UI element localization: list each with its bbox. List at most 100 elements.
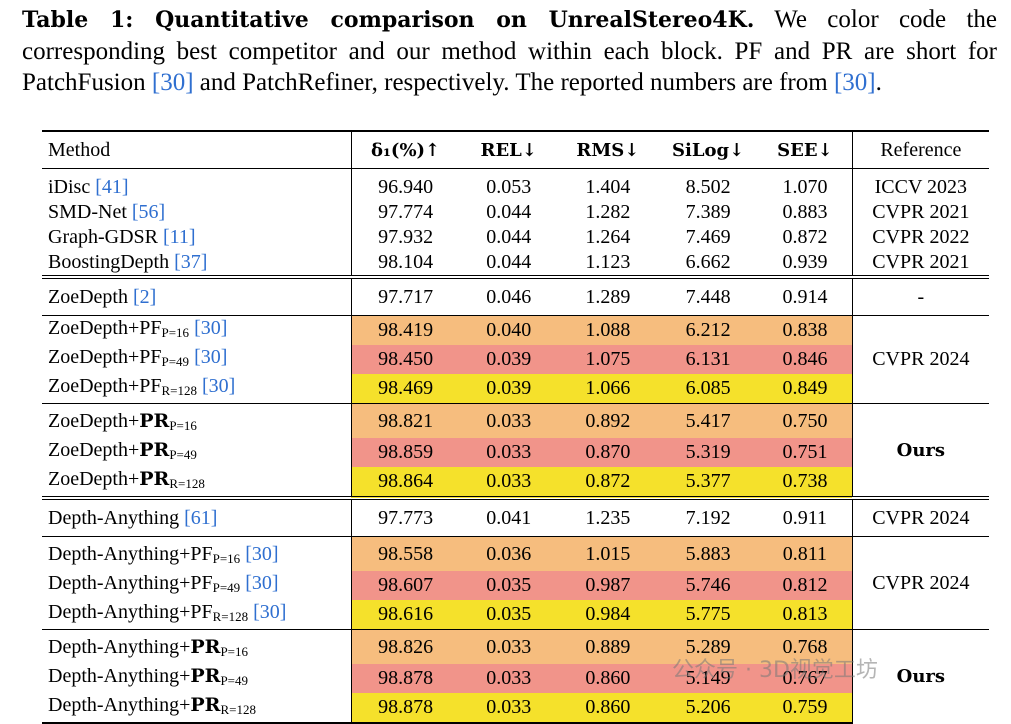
cell-silog: 5.417 bbox=[657, 403, 759, 438]
cell-reference-ours: Ours bbox=[851, 403, 989, 498]
table-row: ZoeDepth+PRP=16 98.821 0.033 0.892 5.417… bbox=[42, 403, 989, 498]
cell-rms: 0.872 bbox=[557, 467, 658, 498]
cell-see: 0.767 bbox=[758, 664, 853, 693]
cell-silog: 7.192 bbox=[657, 496, 759, 537]
citation-link[interactable]: [30] bbox=[253, 601, 287, 623]
cell-see: 0.811 bbox=[758, 536, 853, 571]
cell-rms: 0.889 bbox=[557, 629, 658, 664]
cell-rms: 1.235 bbox=[557, 496, 658, 537]
cell-rel: 0.033 bbox=[459, 664, 558, 693]
citation-link[interactable]: [61] bbox=[184, 506, 218, 529]
cell-reference: - bbox=[851, 275, 989, 316]
watermark: 公众号 · 3D视觉工坊 bbox=[672, 658, 878, 683]
caption-ref-2[interactable]: [30] bbox=[833, 69, 876, 96]
method-name: BoostingDepth bbox=[48, 251, 170, 273]
header-see: SEE↓ bbox=[758, 130, 853, 169]
table-row: Depth-Anything+PFP=16 [30] 98.558 0.036 … bbox=[42, 536, 989, 630]
cell-rel: 0.035 bbox=[459, 571, 558, 600]
caption-text-2: and PatchRefiner, respectively. The repo… bbox=[193, 69, 834, 96]
citation-link[interactable]: [30] bbox=[194, 317, 228, 339]
caption-label: Table 1: Quantitative comparison on Unre… bbox=[22, 7, 755, 33]
variant-sub: P=16 bbox=[169, 418, 197, 433]
variant-sub: R=128 bbox=[169, 476, 205, 491]
cell-rms: 1.123 bbox=[585, 251, 631, 273]
cell-rms: 0.860 bbox=[557, 664, 658, 693]
cell-rel: 0.036 bbox=[459, 536, 558, 571]
cell-rel: 0.041 bbox=[459, 496, 558, 537]
cell-delta: 98.878 bbox=[351, 693, 460, 724]
cell-rms: 0.987 bbox=[557, 571, 658, 600]
variant-sub: P=16 bbox=[212, 551, 241, 566]
method-prefix: ZoeDepth+ bbox=[48, 468, 140, 490]
method-name: ZoeDepth bbox=[48, 285, 128, 308]
cell-rel: 0.033 bbox=[459, 438, 558, 467]
citation-link[interactable]: [30] bbox=[194, 346, 228, 368]
method-name: iDisc bbox=[48, 176, 91, 198]
table-row: ZoeDepth+PRR=128 98.864 0.033 0.872 5.37… bbox=[42, 467, 989, 498]
variant-sub: R=128 bbox=[161, 383, 198, 398]
table-row: Depth-Anything+PRR=128 98.878 0.033 0.86… bbox=[42, 693, 989, 724]
cell-silog: 5.149 bbox=[657, 664, 759, 693]
cell-rel: 0.033 bbox=[459, 403, 558, 438]
cell-silog: 5.746 bbox=[657, 571, 759, 600]
method-bold: PR bbox=[190, 694, 221, 716]
cell-delta: 97.717 bbox=[351, 275, 460, 316]
cell-see: 1.070 bbox=[782, 176, 828, 198]
table-row: ZoeDepth [2] 97.717 0.046 1.289 7.448 0.… bbox=[42, 275, 989, 316]
cell-rms: 1.075 bbox=[557, 345, 658, 374]
header-reference: Reference bbox=[851, 130, 989, 169]
variant-sub: P=16 bbox=[220, 644, 249, 659]
cell-see: 0.872 bbox=[782, 226, 828, 248]
cell-delta: 97.932 bbox=[378, 226, 434, 248]
table-row: Depth-Anything [61] 97.773 0.041 1.235 7… bbox=[42, 496, 989, 537]
cell-silog: 6.662 bbox=[685, 251, 731, 273]
cell-silog: 5.289 bbox=[657, 629, 759, 664]
cell-rel: 0.033 bbox=[459, 629, 558, 664]
cell-see: 0.846 bbox=[758, 345, 853, 374]
method-bold: PR bbox=[190, 636, 221, 658]
method-prefix: Depth-Anything+ bbox=[48, 694, 191, 716]
cell-see: 0.750 bbox=[758, 403, 853, 438]
method-prefix: ZoeDepth+PF bbox=[48, 346, 162, 368]
method-bold: PR bbox=[139, 468, 170, 490]
cell-see: 0.813 bbox=[758, 600, 853, 630]
citation-link[interactable]: [37] bbox=[174, 251, 208, 273]
comparison-table: Method δ₁(%)↑ REL↓ RMS↓ SiLog↓ SEE↓ Refe… bbox=[42, 130, 989, 724]
cell-silog: 8.502 bbox=[685, 176, 731, 198]
cell-delta: 98.878 bbox=[351, 664, 460, 693]
citation-link[interactable]: [30] bbox=[245, 572, 279, 594]
cell-reference: CVPR 2022 bbox=[851, 225, 989, 250]
cell-reference: CVPR 2024 bbox=[851, 315, 989, 404]
cell-silog: 7.448 bbox=[657, 275, 759, 316]
citation-link[interactable]: [30] bbox=[202, 375, 236, 397]
citation-link[interactable]: [30] bbox=[245, 543, 279, 565]
method-prefix: Depth-Anything+PF bbox=[48, 601, 213, 623]
citation-link[interactable]: [41] bbox=[95, 176, 129, 198]
variant-sub: P=16 bbox=[161, 325, 190, 340]
table-row: ZoeDepth+PFP=16 [30] 98.419 0.040 1.088 … bbox=[42, 315, 989, 404]
header-delta: δ₁(%)↑ bbox=[351, 130, 460, 169]
cell-rms: 1.088 bbox=[557, 315, 658, 345]
citation-link[interactable]: [11] bbox=[163, 226, 196, 248]
cell-see: 0.939 bbox=[782, 251, 828, 273]
table-row: ZoeDepth+PFR=128 [30] 98.469 0.039 1.066… bbox=[42, 374, 989, 404]
cell-delta: 98.616 bbox=[351, 600, 460, 630]
cell-rel: 0.039 bbox=[459, 345, 558, 374]
method-prefix: ZoeDepth+ bbox=[48, 410, 140, 432]
cell-silog: 5.377 bbox=[657, 467, 759, 498]
citation-link[interactable]: [56] bbox=[131, 201, 166, 223]
cell-delta: 97.773 bbox=[351, 496, 460, 537]
header-silog: SiLog↓ bbox=[657, 130, 759, 169]
cell-rms: 0.984 bbox=[557, 600, 658, 630]
cell-rel: 0.046 bbox=[459, 275, 558, 316]
variant-sub: P=49 bbox=[161, 354, 190, 369]
table-row: Depth-Anything+PFR=128 [30] 98.616 0.035… bbox=[42, 600, 989, 630]
caption-ref-1[interactable]: [30] bbox=[151, 69, 194, 96]
table-row: ZoeDepth+PRP=49 98.859 0.033 0.870 5.319… bbox=[42, 438, 989, 467]
citation-link[interactable]: [2] bbox=[132, 285, 157, 308]
cell-rel: 0.044 bbox=[486, 251, 532, 273]
table-row: Depth-Anything+PFP=49 [30] 98.607 0.035 … bbox=[42, 571, 989, 600]
cell-rel: 0.039 bbox=[459, 374, 558, 404]
method-name: Depth-Anything bbox=[48, 506, 180, 529]
cell-rms: 1.015 bbox=[557, 536, 658, 571]
